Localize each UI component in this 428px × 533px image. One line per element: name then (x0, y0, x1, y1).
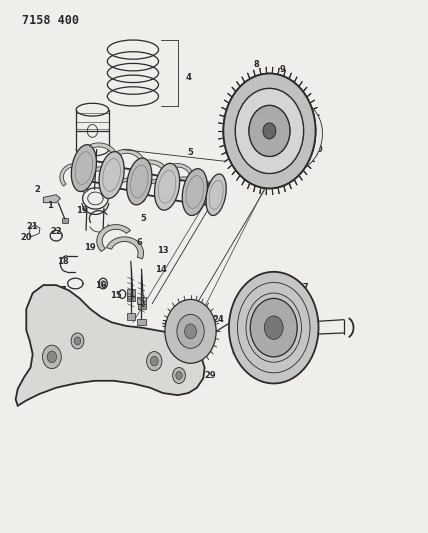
Polygon shape (97, 224, 131, 252)
Polygon shape (133, 160, 169, 186)
Polygon shape (43, 195, 60, 203)
Circle shape (263, 123, 276, 139)
Circle shape (74, 337, 81, 345)
Bar (137, 319, 146, 325)
Bar (138, 304, 146, 309)
Text: 30: 30 (166, 387, 177, 396)
Bar (127, 289, 135, 296)
Circle shape (249, 106, 290, 157)
Circle shape (42, 345, 61, 368)
Text: 14: 14 (155, 265, 166, 273)
Text: 28: 28 (232, 347, 243, 356)
Circle shape (271, 112, 280, 123)
Circle shape (184, 324, 196, 339)
Text: 19: 19 (84, 244, 96, 253)
Circle shape (223, 74, 315, 188)
Text: 8: 8 (254, 60, 259, 69)
Text: 13: 13 (157, 246, 169, 255)
Circle shape (259, 112, 268, 123)
Text: 15: 15 (110, 291, 122, 300)
Polygon shape (80, 143, 118, 166)
Polygon shape (16, 285, 205, 406)
Ellipse shape (127, 158, 152, 205)
Circle shape (277, 126, 286, 136)
Bar (127, 313, 135, 320)
Text: 27: 27 (298, 283, 309, 292)
Polygon shape (169, 177, 201, 198)
Text: 12: 12 (212, 177, 224, 186)
Text: 5: 5 (141, 214, 146, 223)
Text: 22: 22 (50, 228, 62, 237)
Circle shape (71, 333, 84, 349)
Ellipse shape (255, 99, 323, 174)
Circle shape (263, 123, 276, 139)
Circle shape (165, 300, 216, 364)
Ellipse shape (155, 163, 180, 210)
Text: 4: 4 (185, 73, 191, 82)
Text: 31: 31 (161, 320, 173, 329)
Text: 20: 20 (21, 233, 32, 242)
Polygon shape (114, 178, 146, 202)
Text: 7: 7 (111, 166, 116, 175)
Ellipse shape (71, 145, 96, 191)
Circle shape (253, 126, 262, 136)
Text: 26: 26 (270, 283, 282, 292)
Text: 10: 10 (311, 145, 322, 154)
Circle shape (271, 139, 280, 150)
Polygon shape (139, 180, 172, 203)
Text: 16: 16 (95, 280, 107, 289)
Circle shape (229, 272, 318, 383)
Circle shape (235, 88, 303, 173)
Bar (62, 217, 68, 223)
Circle shape (249, 106, 290, 157)
Bar (128, 296, 135, 301)
Circle shape (271, 139, 280, 150)
Circle shape (172, 368, 185, 383)
Ellipse shape (182, 168, 207, 215)
Circle shape (265, 316, 283, 340)
Text: 17: 17 (55, 286, 66, 295)
Text: 21: 21 (27, 222, 39, 231)
Circle shape (259, 112, 268, 123)
Polygon shape (107, 237, 143, 259)
Ellipse shape (206, 174, 226, 215)
Circle shape (223, 74, 315, 188)
Text: 29: 29 (204, 371, 216, 380)
Text: 9: 9 (279, 66, 285, 74)
Circle shape (150, 357, 158, 366)
Text: 24: 24 (212, 315, 224, 324)
Text: 25: 25 (238, 307, 250, 316)
Text: 2: 2 (34, 185, 40, 194)
Circle shape (259, 139, 268, 150)
Circle shape (235, 88, 303, 173)
Polygon shape (188, 181, 219, 198)
Text: 11: 11 (281, 140, 292, 149)
Circle shape (176, 372, 182, 379)
Text: 1: 1 (47, 201, 53, 210)
Circle shape (250, 298, 297, 357)
Circle shape (177, 314, 204, 349)
Circle shape (253, 126, 262, 136)
Circle shape (271, 112, 280, 123)
Text: 3: 3 (81, 156, 87, 165)
Polygon shape (162, 164, 194, 184)
Text: 18: 18 (57, 257, 68, 265)
Circle shape (47, 351, 56, 363)
Text: 6: 6 (137, 238, 142, 247)
Text: 7158 400: 7158 400 (22, 14, 79, 27)
Circle shape (259, 139, 268, 150)
Bar (137, 297, 146, 304)
Circle shape (147, 352, 162, 370)
Text: 5: 5 (187, 148, 193, 157)
Text: 29: 29 (178, 344, 190, 353)
Polygon shape (108, 149, 146, 173)
Ellipse shape (99, 151, 124, 198)
Circle shape (277, 126, 286, 136)
Polygon shape (60, 164, 87, 186)
Text: 23: 23 (191, 302, 203, 311)
Polygon shape (82, 167, 118, 193)
Text: 19: 19 (76, 206, 88, 215)
